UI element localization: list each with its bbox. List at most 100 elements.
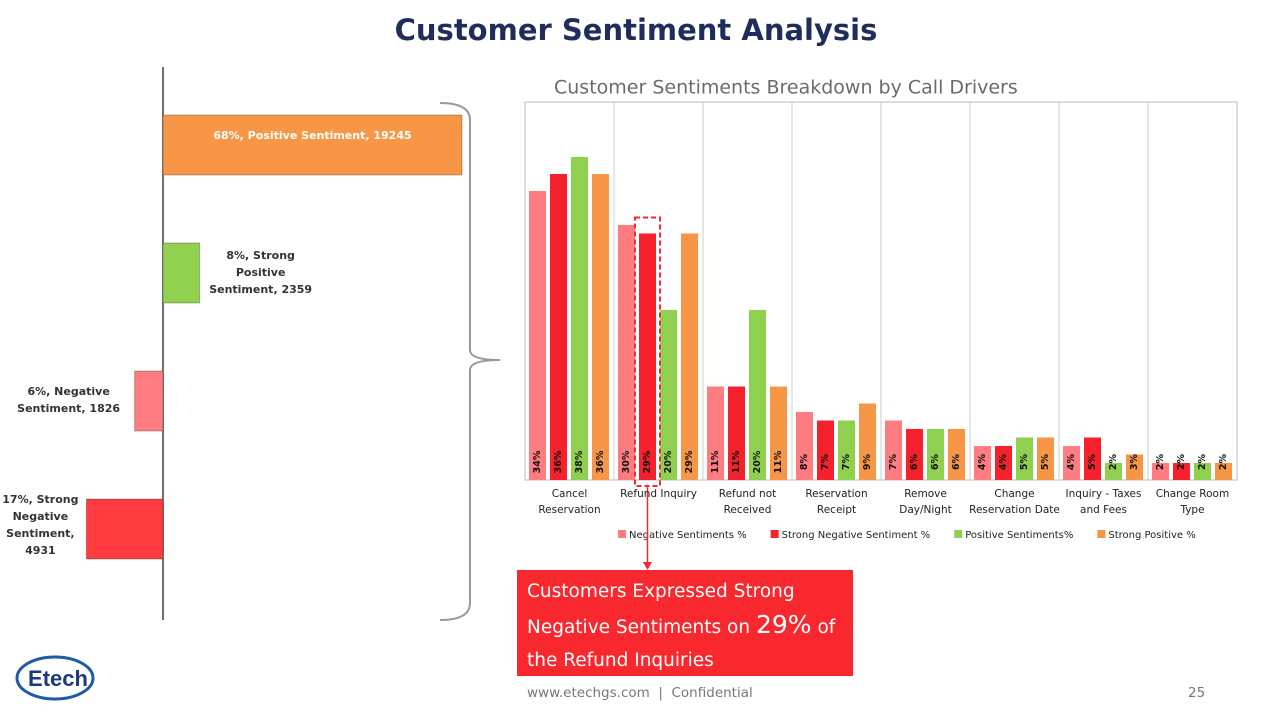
- bar: [1037, 437, 1054, 480]
- legend-swatch: [618, 530, 626, 538]
- bar: [906, 429, 923, 480]
- x-tick-label: Inquiry - Taxes and Fees: [1065, 488, 1142, 516]
- bar: [681, 233, 698, 480]
- slide-title: Customer Sentiment Analysis: [395, 13, 878, 47]
- value-label: 6%: [909, 453, 920, 470]
- bar: [1105, 463, 1122, 480]
- bar: [618, 225, 635, 480]
- bar: [817, 420, 834, 480]
- value-label: 6%: [930, 453, 941, 470]
- bar: [859, 403, 876, 480]
- bar: [1016, 437, 1033, 480]
- bar: [885, 420, 902, 480]
- footer-site: www.etechgs.com | Confidential: [527, 685, 753, 701]
- value-label: 5%: [1019, 453, 1030, 470]
- bar: [1063, 446, 1080, 480]
- value-label: 7%: [888, 453, 899, 470]
- value-label: 7%: [841, 453, 852, 470]
- value-label: 11%: [773, 450, 784, 473]
- value-label: 9%: [862, 453, 873, 470]
- value-label: 4%: [1066, 453, 1077, 470]
- bar: [927, 429, 944, 480]
- bar: [162, 114, 463, 176]
- bar: [571, 157, 588, 480]
- bar: [85, 498, 164, 560]
- value-label: 6%: [951, 453, 962, 470]
- value-label: 2%: [1176, 453, 1187, 470]
- legend-swatch: [954, 530, 963, 538]
- bar: [1126, 454, 1143, 480]
- bar: [639, 233, 656, 480]
- bracket: [439, 102, 501, 621]
- bar: [592, 174, 609, 480]
- page-number: 25: [1188, 685, 1205, 701]
- value-label: 3%: [1129, 453, 1140, 470]
- legend-label: Negative Sentiments %: [629, 530, 747, 541]
- x-tick-label: Refund Inquiry: [620, 488, 697, 500]
- callout-text: of the Refund Inquiries: [527, 617, 836, 671]
- bar: [529, 191, 546, 480]
- x-tick-label: Change Reservation Date: [969, 488, 1060, 516]
- value-label: 2%: [1155, 453, 1166, 470]
- logo-text: Etech: [28, 666, 88, 691]
- x-tick-label: Remove Day/Night: [899, 488, 952, 516]
- callout-highlight: 29%: [755, 610, 812, 639]
- value-label: 29%: [684, 450, 695, 473]
- value-label: 2%: [1108, 453, 1119, 470]
- bar: [707, 386, 724, 480]
- legend-label: Strong Positive %: [1108, 530, 1195, 541]
- bar: [1215, 463, 1232, 480]
- value-label: 4%: [998, 453, 1009, 470]
- x-tick-label: Refund not Received: [718, 488, 777, 516]
- value-label: 8%: [799, 453, 810, 470]
- value-label: 38%: [574, 450, 585, 473]
- value-label: 20%: [663, 450, 674, 473]
- bar-label: 17%, Strong Negative Sentiment, 4931: [2, 493, 79, 557]
- x-tick-label: Change Room Type: [1155, 488, 1230, 516]
- bar: [770, 386, 787, 480]
- bar: [1084, 437, 1101, 480]
- bar: [1194, 463, 1211, 480]
- bar: [550, 174, 567, 480]
- value-label: 5%: [1087, 453, 1098, 470]
- value-label: 36%: [595, 450, 606, 473]
- legend-label: Positive Sentiments%: [965, 530, 1073, 541]
- value-label: 29%: [642, 450, 653, 473]
- bar: [749, 310, 766, 480]
- value-label: 7%: [820, 453, 831, 470]
- legend-swatch: [770, 530, 779, 538]
- arrow-head: [643, 562, 652, 570]
- value-label: 5%: [1040, 453, 1051, 470]
- bar-label: 8%, Strong Positive Sentiment, 2359: [209, 249, 313, 296]
- bar: [162, 242, 201, 304]
- chart-title: Customer Sentiments Breakdown by Call Dr…: [554, 77, 1018, 99]
- bar: [796, 412, 813, 480]
- value-label: 11%: [710, 450, 721, 473]
- value-label: 20%: [752, 450, 763, 473]
- bar: [838, 420, 855, 480]
- legend-swatch: [1097, 530, 1106, 538]
- value-label: 2%: [1197, 453, 1208, 470]
- bar: [974, 446, 991, 480]
- value-label: 4%: [977, 453, 988, 470]
- legend-label: Strong Negative Sentiment %: [782, 530, 931, 541]
- bar: [1152, 463, 1169, 480]
- value-label: 34%: [532, 450, 543, 473]
- value-label: 11%: [731, 450, 742, 473]
- bar-label: 6%, Negative Sentiment, 1826: [17, 385, 121, 415]
- bar: [728, 386, 745, 480]
- bar: [134, 370, 164, 432]
- bar-label: 68%, Positive Sentiment, 19245: [213, 129, 412, 142]
- bar: [948, 429, 965, 480]
- bar: [995, 446, 1012, 480]
- x-tick-label: Reservation Receipt: [805, 488, 868, 516]
- callout-text: Customers Expressed Strong Negative Sent…: [527, 581, 795, 638]
- value-label: 36%: [553, 450, 564, 473]
- bar: [1173, 463, 1190, 480]
- bar: [660, 310, 677, 480]
- value-label: 2%: [1218, 453, 1229, 470]
- logo: Etech: [15, 655, 95, 701]
- logo-ring: [15, 655, 95, 701]
